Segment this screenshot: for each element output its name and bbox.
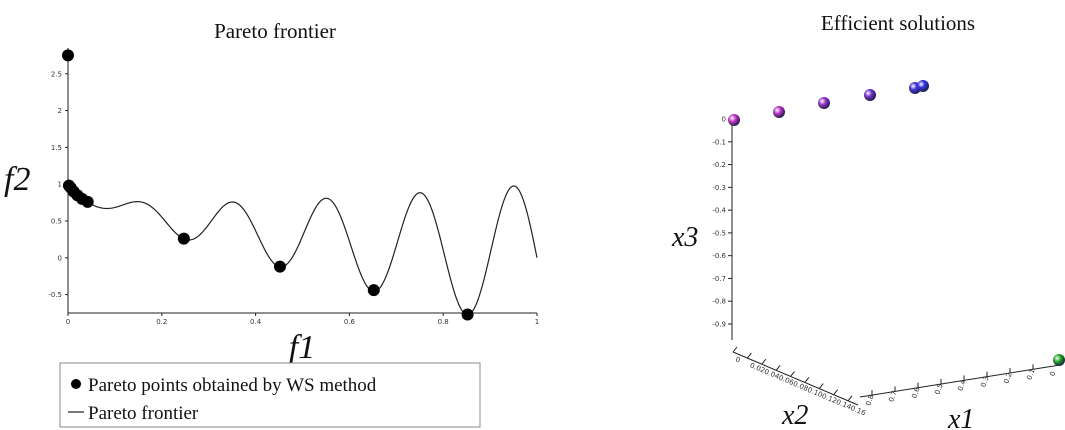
pareto-point — [367, 284, 380, 297]
solution-point — [818, 97, 830, 109]
x1-tick-label: 0.1 — [1025, 368, 1036, 381]
left-axes: 0 0.2 0.4 0.6 0.8 1 -0.5 0 0.5 1 1.5 2 2.5 — [48, 48, 539, 326]
x1-tick-label: 0.3 — [979, 375, 990, 388]
x3-tick-label: -0.3 — [712, 184, 726, 192]
x3-tick-label: -0.1 — [712, 138, 726, 146]
x3-tick-label: -0.6 — [712, 252, 726, 260]
pareto-point — [62, 49, 74, 62]
x2-tick-mark — [746, 352, 752, 359]
pareto-point — [81, 195, 94, 208]
pareto-point — [177, 232, 190, 245]
left-y-axis-label: f2 — [4, 161, 30, 198]
x3-tick-label: -0.2 — [712, 161, 726, 169]
left-y-tick-label: 1 — [58, 181, 62, 189]
left-y-tick-label: 2 — [58, 107, 62, 115]
left-y-tick-label: 1.5 — [51, 144, 62, 152]
x1-axis-label: x1 — [947, 404, 974, 430]
x2-axis-label: x2 — [781, 400, 808, 430]
x1-tick-label: 0.7 — [887, 390, 898, 403]
x1-tick-label: 0.6 — [910, 386, 922, 400]
x1-tick-label: 0.4 — [956, 378, 968, 392]
x2-tick-mark — [761, 358, 767, 365]
left-x-tick-label: 0.8 — [438, 318, 449, 326]
x2-tick-label: 0.16 — [849, 404, 867, 417]
legend-box — [59, 362, 481, 428]
pareto-point — [273, 260, 286, 273]
x1-tick-label: 0.2 — [1002, 371, 1013, 384]
right-points-group — [728, 80, 1065, 366]
legend-label-line: Pareto frontier — [88, 403, 199, 424]
legend-label-points: Pareto points obtained by WS method — [88, 375, 377, 396]
x3-tick-label: -0.9 — [712, 321, 726, 329]
left-y-tick-label: 2.5 — [51, 70, 62, 78]
left-x-axis-label: f1 — [289, 329, 315, 366]
left-x-tick-label: 0.4 — [250, 318, 262, 326]
left-y-tick-label: -0.5 — [48, 291, 62, 299]
left-chart-title: Pareto frontier — [214, 19, 336, 43]
left-x-tick-label: 0.6 — [344, 318, 356, 326]
x3-axis-label: x3 — [671, 222, 698, 253]
legend-marker-points — [71, 379, 81, 389]
pareto-chart: Pareto frontier f2 f1 0 0.2 0.4 0.6 0.8 1 -0.5… — [4, 19, 539, 428]
x3-tick-label: -0.8 — [712, 298, 726, 306]
solution-point — [728, 114, 740, 126]
x2-tick-mark — [804, 377, 810, 383]
x2-tick-mark — [833, 389, 839, 395]
x2-tick-mark — [847, 395, 853, 402]
x3-tick-label: -0.7 — [712, 275, 726, 283]
x2-tick-label: 0 — [734, 355, 741, 364]
efficient-solutions-chart: Efficient solutions x3 x2 x1 0 -0.1 -0.2 -0… — [671, 11, 1065, 430]
right-axes: 0 -0.1 -0.2 -0.3 -0.4 -0.5 -0.6 -0.7 -0.8 -0.9 0 0.… — [712, 116, 1061, 418]
pareto-frontier-line — [67, 184, 538, 316]
x1-tick-label: 0.8 — [864, 394, 875, 407]
x2-tick-mark — [775, 364, 781, 371]
x1-axis-line — [859, 364, 1061, 398]
solution-point — [773, 106, 785, 118]
solution-point — [917, 80, 929, 92]
x3-tick-label: -0.5 — [712, 229, 726, 237]
pareto-point — [461, 308, 474, 321]
left-x-tick-label: 1 — [535, 318, 539, 326]
x2-tick-mark — [818, 383, 824, 389]
right-chart-title: Efficient solutions — [821, 11, 975, 35]
left-y-tick-label: 0 — [58, 254, 62, 262]
solution-point — [864, 89, 876, 101]
x1-tick-label: 0.5 — [933, 383, 944, 396]
x3-tick-label: -0.4 — [712, 207, 726, 215]
x2-tick-mark — [790, 371, 795, 377]
left-x-tick-label: 0 — [66, 318, 70, 326]
left-legend: Pareto points obtained by WS method Pare… — [59, 362, 481, 428]
solution-point — [1053, 354, 1065, 366]
pareto-points-group — [62, 49, 474, 321]
left-y-tick-label: 0.5 — [51, 217, 62, 225]
x2-axis-line — [732, 351, 859, 406]
left-x-tick-label: 0.2 — [156, 318, 167, 326]
x3-tick-label: 0 — [722, 116, 726, 124]
x2-tick-mark — [732, 346, 738, 353]
x1-tick-label: 0 — [1048, 370, 1057, 377]
